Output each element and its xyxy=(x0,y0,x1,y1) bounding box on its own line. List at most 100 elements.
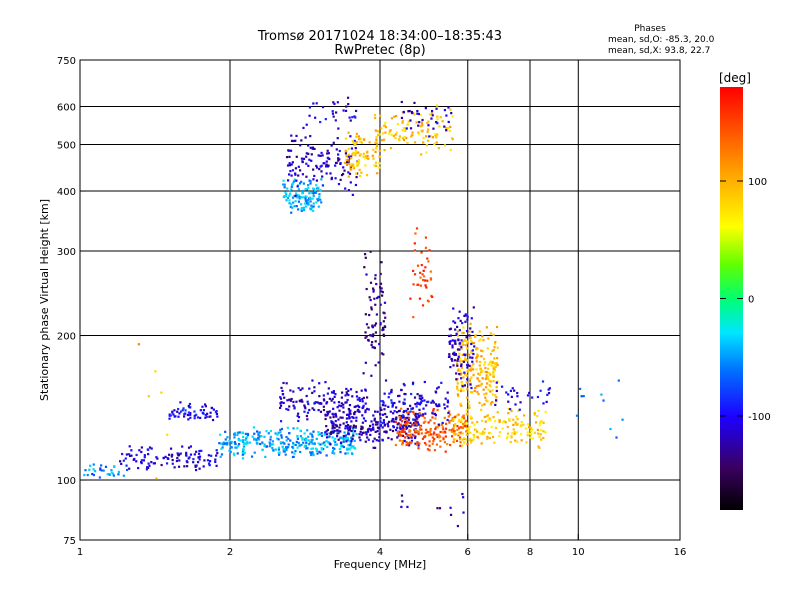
echo-point xyxy=(500,385,504,388)
echo-point xyxy=(459,373,462,376)
echo-point xyxy=(536,428,539,431)
echo-point xyxy=(463,353,466,356)
echo-point xyxy=(364,388,367,391)
echo-point xyxy=(344,394,347,397)
echo-point xyxy=(314,189,317,193)
echo-point xyxy=(457,394,460,398)
echo-point xyxy=(408,411,411,414)
echo-point xyxy=(411,131,414,134)
echo-point xyxy=(360,141,364,144)
echo-point xyxy=(486,437,489,441)
echo-point xyxy=(494,394,497,397)
echo-point xyxy=(146,448,149,451)
echo-point xyxy=(167,457,170,460)
echo-point xyxy=(345,161,349,164)
echo-point xyxy=(539,433,542,436)
echo-point xyxy=(290,163,293,166)
echo-point xyxy=(428,449,431,452)
echo-point xyxy=(421,118,424,122)
echo-point xyxy=(344,109,348,112)
echo-point xyxy=(432,409,435,412)
echo-point xyxy=(420,401,423,404)
echo-point xyxy=(237,443,241,446)
echo-point xyxy=(381,413,384,416)
echo-point xyxy=(98,476,101,479)
echo-point xyxy=(407,413,410,416)
echo-point xyxy=(494,426,498,429)
echo-point xyxy=(431,412,434,415)
echo-point xyxy=(314,401,318,404)
echo-point xyxy=(325,402,328,405)
echo-point xyxy=(339,436,342,439)
echo-point xyxy=(306,184,310,187)
echo-point xyxy=(193,453,196,456)
echo-point xyxy=(383,430,386,433)
echo-point xyxy=(422,421,426,424)
echo-point xyxy=(358,405,361,409)
echo-point xyxy=(391,402,395,405)
echo-point xyxy=(425,144,428,147)
echo-point xyxy=(286,399,289,402)
echo-point xyxy=(282,179,285,182)
echo-point xyxy=(311,407,314,410)
echo-point xyxy=(526,423,530,426)
echo-point xyxy=(480,371,483,374)
echo-point xyxy=(292,180,295,183)
echo-point xyxy=(452,364,455,367)
echo-point xyxy=(342,438,345,441)
echo-point xyxy=(193,417,196,420)
echo-point xyxy=(207,454,210,457)
echo-point xyxy=(216,415,219,418)
echo-point xyxy=(292,443,295,446)
echo-point xyxy=(317,199,320,202)
echo-point xyxy=(538,424,541,427)
echo-point xyxy=(449,334,453,337)
echo-point xyxy=(485,392,488,395)
echo-point xyxy=(419,125,422,128)
echo-point xyxy=(309,197,312,201)
echo-point xyxy=(443,407,446,410)
echo-point xyxy=(520,421,523,424)
echo-point xyxy=(208,415,211,418)
echo-point xyxy=(246,432,250,436)
echo-point xyxy=(219,455,222,458)
echo-point xyxy=(380,261,383,264)
echo-point xyxy=(470,386,473,390)
echo-point xyxy=(335,425,338,428)
x-axis-label: Frequency [MHz] xyxy=(334,558,426,571)
echo-point xyxy=(480,408,483,411)
echo-point xyxy=(391,429,395,433)
echo-point xyxy=(401,443,404,446)
echo-point xyxy=(308,179,311,182)
echo-point xyxy=(506,425,509,429)
echo-point xyxy=(482,432,485,435)
echo-point xyxy=(319,154,322,157)
echo-point xyxy=(482,339,485,342)
echo-point xyxy=(379,322,382,325)
echo-point xyxy=(288,432,291,435)
echo-point xyxy=(306,198,310,202)
echo-point xyxy=(471,349,474,352)
echo-point xyxy=(148,464,151,467)
echo-point xyxy=(350,420,353,423)
echo-point xyxy=(193,414,196,417)
echo-point xyxy=(313,442,316,446)
echo-point xyxy=(291,206,294,209)
echo-point xyxy=(232,452,236,455)
echo-point xyxy=(106,473,109,476)
echo-point xyxy=(433,412,437,416)
echo-point xyxy=(394,443,397,447)
echo-point xyxy=(457,389,460,392)
echo-point xyxy=(544,410,547,414)
echo-point xyxy=(431,436,434,439)
echo-point xyxy=(379,417,382,420)
echo-point xyxy=(111,472,115,475)
echo-point xyxy=(345,401,348,404)
echo-point xyxy=(346,437,350,440)
echo-point xyxy=(491,361,494,364)
echo-point xyxy=(458,438,462,441)
echo-point xyxy=(462,376,465,379)
echo-point xyxy=(498,434,501,438)
echo-point xyxy=(239,439,242,442)
